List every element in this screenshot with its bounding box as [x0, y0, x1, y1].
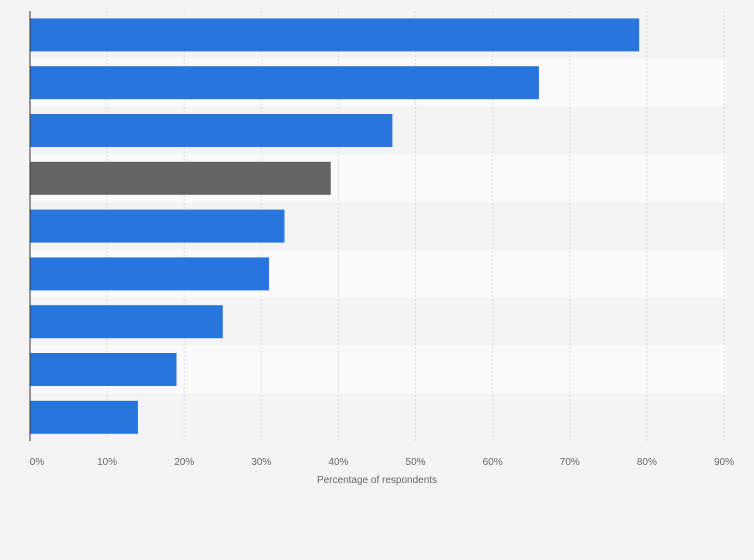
x-axis-ticks: 0% 10% 20% 30% 40% 50% 60% 70% 80% 90%: [30, 457, 734, 468]
x-tick-label: 0%: [30, 457, 45, 468]
bar: [30, 209, 285, 243]
x-tick-label: 70%: [560, 457, 580, 468]
bar: [30, 353, 177, 386]
x-tick-label: 10%: [97, 457, 117, 468]
x-tick-label: 20%: [174, 457, 194, 468]
x-tick-label: 50%: [406, 457, 426, 468]
bar: [30, 66, 539, 100]
bar: [30, 114, 393, 147]
x-tick-label: 30%: [251, 457, 271, 468]
row-band: [30, 393, 726, 442]
bar: [30, 257, 270, 291]
bars: [30, 18, 640, 434]
x-tick-label: 60%: [483, 457, 503, 468]
x-tick-label: 40%: [328, 457, 348, 468]
bar: [30, 161, 331, 195]
bar: [30, 400, 138, 434]
x-tick-label: 80%: [637, 457, 657, 468]
x-tick-label: 90%: [714, 457, 734, 468]
x-axis-title: Percentage of respondents: [317, 475, 437, 486]
bar: [30, 305, 223, 339]
bar: [30, 18, 640, 52]
